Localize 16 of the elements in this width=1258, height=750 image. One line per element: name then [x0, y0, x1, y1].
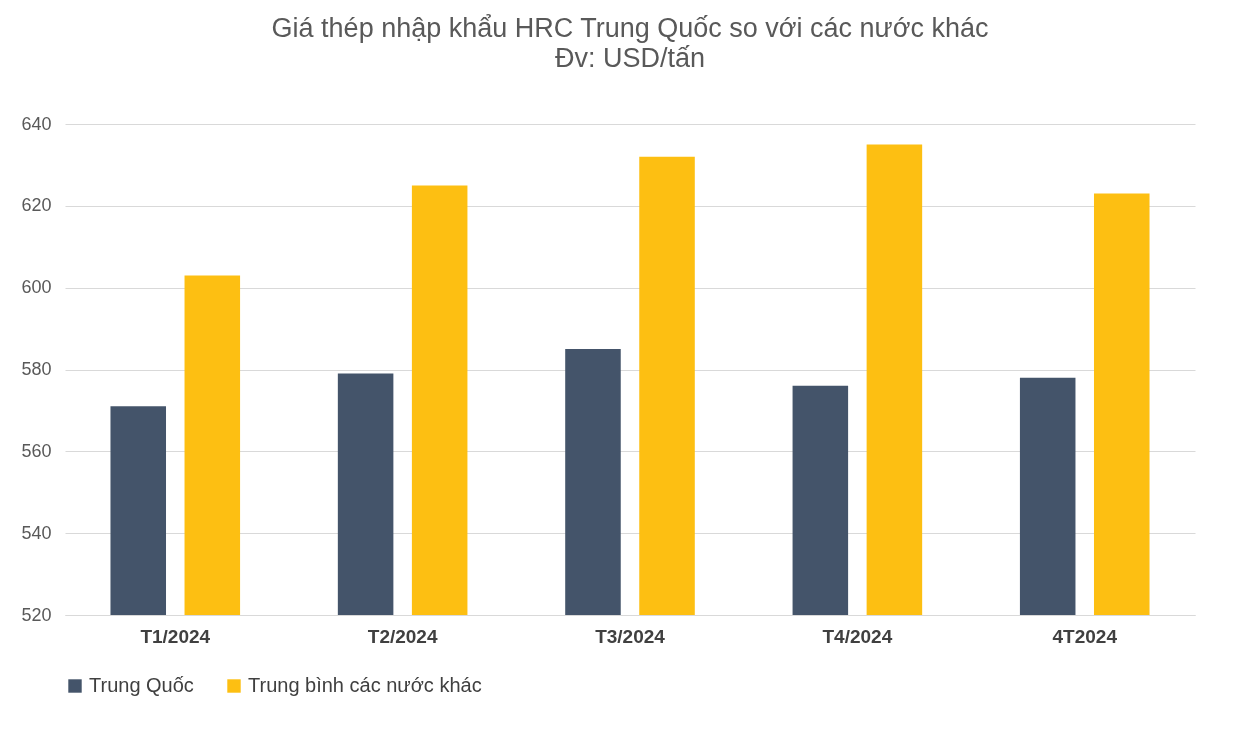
y-tick-label: 580 [21, 359, 52, 379]
chart-subtitle: Đv: USD/tấn [554, 43, 706, 73]
y-tick-label: 540 [21, 522, 52, 543]
legend-label: Trung bình các nước khác [248, 674, 482, 696]
y-tick-label: 520 [21, 604, 52, 625]
x-tick-label: T1/2024 [140, 625, 211, 647]
x-tick-label: 4T2024 [1052, 625, 1118, 647]
legend-label: Trung Quốc [89, 674, 194, 696]
x-tick-label: T3/2024 [595, 625, 666, 647]
y-tick-label: 600 [21, 277, 52, 298]
chart-title: Giá thép nhập khẩu HRC Trung Quốc so với các nước khác [271, 13, 989, 43]
y-tick-label: 560 [21, 440, 52, 461]
x-tick-label: T4/2024 [822, 625, 893, 647]
y-tick-label: 640 [21, 113, 52, 134]
y-tick-label: 620 [21, 195, 52, 216]
x-tick-label: T2/2024 [367, 625, 438, 647]
